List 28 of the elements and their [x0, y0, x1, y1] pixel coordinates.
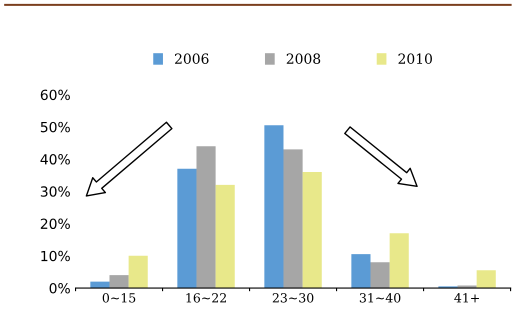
y-tick-label: 50%: [40, 122, 70, 132]
bar: [283, 149, 303, 288]
legend-label: 2010: [398, 53, 432, 64]
bar: [109, 275, 129, 288]
legend-label: 2008: [286, 53, 320, 64]
bar: [370, 262, 390, 288]
y-tick-label: 30%: [40, 186, 70, 197]
bar: [390, 233, 409, 288]
bar: [476, 270, 496, 288]
y-tick-label: 60%: [40, 90, 70, 100]
bar: [351, 254, 370, 288]
y-tick-label: 0%: [50, 283, 70, 294]
x-tick-label: 0~15: [102, 293, 136, 303]
bar: [177, 168, 196, 288]
bar: [302, 172, 322, 288]
y-tick-label: 20%: [40, 218, 70, 230]
bar: [216, 184, 235, 288]
bar: [264, 125, 284, 288]
bar: [196, 146, 216, 288]
legend-label: 2006: [175, 53, 209, 64]
x-tick-label: 41+: [454, 293, 479, 302]
bar: [90, 282, 110, 288]
x-tick-label: 31~40: [360, 293, 400, 303]
y-tick-label: 10%: [41, 250, 70, 262]
x-tick-label: 16~22: [186, 293, 226, 303]
bar: [128, 256, 148, 288]
y-tick-label: 40%: [40, 154, 70, 165]
x-tick-label: 23~30: [272, 293, 314, 303]
